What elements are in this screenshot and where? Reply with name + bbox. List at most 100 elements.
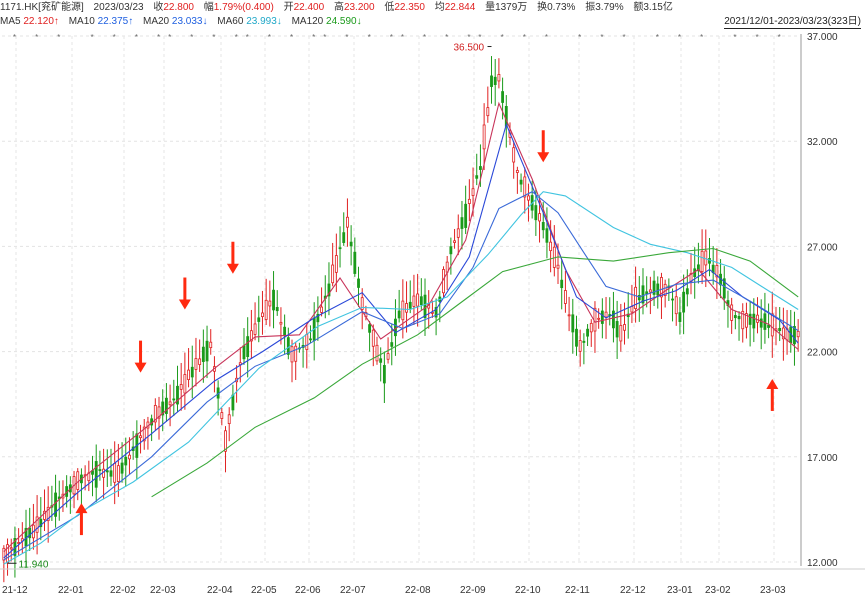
swing-label: 振 [585,2,596,13]
candle-body [793,326,796,345]
candle-body [623,324,626,331]
candle [275,290,279,316]
candle-body [264,299,268,320]
candle-body [305,334,309,350]
candle-body [634,286,638,309]
event-star: * [113,33,116,42]
arrow-down [226,241,239,274]
volume-label: 量 [485,2,496,13]
candle [571,298,575,354]
candle-body [353,251,357,274]
candle-body [671,298,674,301]
candle [637,276,641,322]
amp-value: 1.79%(0.400) [213,2,274,13]
candle [68,476,72,514]
ma120-value: 24.590↓ [326,16,362,27]
candle [660,272,663,319]
candle-body [467,198,471,204]
candle-body [767,324,771,328]
candle-body [76,471,80,490]
event-star: * [545,33,548,42]
candle-body [612,310,615,329]
event-star: * [323,33,326,42]
candle-body [116,465,120,482]
candle-body [549,241,553,252]
candle-body [261,312,264,317]
axes-layer: 37.000 32.000 27.000 22.000 17.000 12.000 21-1… [0,32,865,596]
candle-body [405,303,408,313]
ma20-label: MA20 [143,16,170,27]
candle [249,309,253,359]
ma-line-ma120 [151,247,799,498]
candle [80,468,83,505]
arrow-head [75,503,88,514]
candle-body [412,295,416,307]
candle [467,179,471,222]
candle [87,460,91,492]
x-tick-label: 23-02 [705,585,731,596]
candle [397,289,401,323]
candle [589,319,593,347]
candle-body [290,346,294,363]
quote-date: 2023/03/23 [93,2,144,13]
candle-body [615,321,619,338]
candle-body [231,394,235,411]
candle [286,327,290,360]
candle [752,298,756,343]
event-star: * [212,33,215,42]
event-star: * [478,33,481,42]
high-label: 高 [333,2,344,13]
event-star: * [401,33,404,42]
candle [678,297,682,335]
candle [39,497,43,541]
candle-body [139,435,142,439]
event-star: * [312,33,315,42]
low-label: 低 [384,2,395,13]
candle [600,298,604,339]
candle [124,437,128,487]
candle-body [748,313,752,325]
candle-body [382,365,386,384]
arrow-down [134,340,147,373]
candle-body [715,264,719,278]
swing-value: 3.79% [595,2,624,13]
stock-code[interactable]: 1171.HK[兖矿能源] [0,2,84,13]
candle [227,407,231,442]
event-star: * [91,33,94,42]
candle-body [582,340,586,343]
candle-body [187,369,190,381]
candle-body [161,401,165,416]
arrow-head [766,378,779,389]
candle-body [338,247,342,250]
candle [198,339,202,372]
candle-body [600,310,604,324]
candle-body [194,358,198,370]
candle [741,303,745,343]
candle [357,266,360,307]
candle [349,225,353,266]
candle-body [331,264,335,284]
candle [379,347,383,382]
candle [316,296,320,341]
candle-body [556,264,560,269]
candle [416,273,420,327]
date-range[interactable]: 2021/12/01-2023/03/23(323日) [724,16,861,29]
candle-body [619,325,623,342]
close-label: 收 [153,2,164,13]
event-star: * [578,33,581,42]
candle [253,302,257,341]
grid-layer [2,35,800,563]
amount-value: 3.15亿 [643,2,673,13]
candle [586,324,589,347]
candle [54,474,57,528]
candle-body [460,217,464,229]
candle [371,324,375,367]
candle [183,352,187,410]
x-tick-label: 22-04 [207,585,233,596]
candle-body [778,327,782,332]
candle-body [763,313,767,330]
turnover-value: 0.73% [547,2,576,13]
y-tick-label: 32.000 [807,137,838,148]
event-star: * [235,33,238,42]
